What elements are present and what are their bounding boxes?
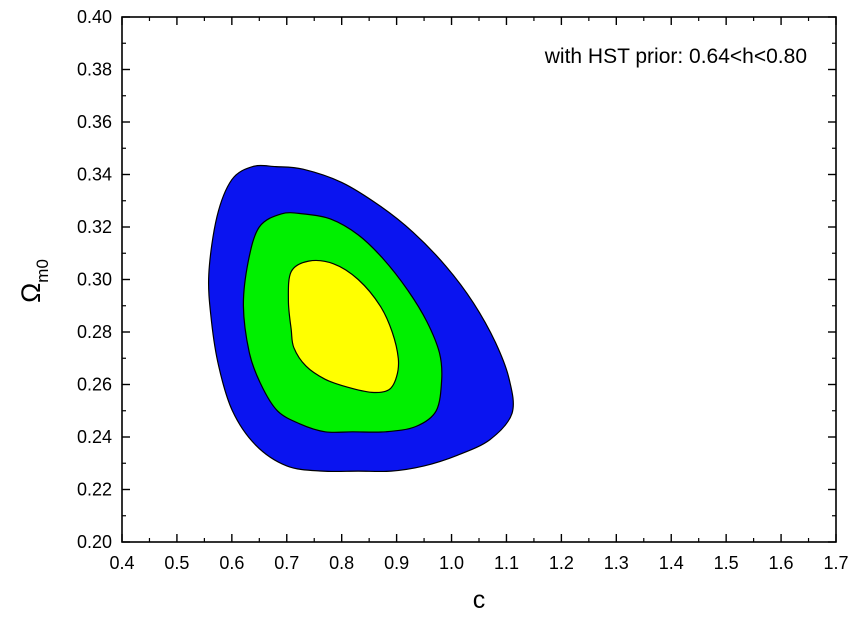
y-axis-label: Ωm0 xyxy=(16,259,52,303)
x-tick-label: 0.5 xyxy=(164,553,189,573)
y-tick-label: 0.32 xyxy=(77,217,112,237)
y-tick-label: 0.20 xyxy=(77,532,112,552)
x-tick-label: 1.4 xyxy=(659,553,684,573)
y-tick-label: 0.26 xyxy=(77,375,112,395)
x-tick-label: 0.9 xyxy=(384,553,409,573)
x-tick-label: 1.0 xyxy=(439,553,464,573)
x-tick-label: 0.7 xyxy=(274,553,299,573)
confidence-contours xyxy=(207,164,514,473)
axes: 0.4 0.5 0.6 0.7 0.8 0.9 1.0 1.1 1.2 1.3 1.4 1.5 1.6 1… xyxy=(77,7,849,573)
x-tick-label: 1.6 xyxy=(769,553,794,573)
x-axis-label: c xyxy=(473,586,486,614)
chart-annotation: with HST prior: 0.64<h<0.80 xyxy=(544,45,807,68)
y-tick-label: 0.24 xyxy=(77,427,112,447)
x-tick-label: 0.8 xyxy=(329,553,354,573)
contour-inner xyxy=(287,259,400,394)
x-tick-label: 1.3 xyxy=(604,553,629,573)
y-axis-label-subscript: m0 xyxy=(33,259,52,283)
y-tick-label: 0.40 xyxy=(77,7,112,27)
y-tick-label: 0.28 xyxy=(77,322,112,342)
x-tick-label: 0.4 xyxy=(109,553,134,573)
x-tick-label: 0.6 xyxy=(219,553,244,573)
y-tick-label: 0.34 xyxy=(77,165,112,185)
y-tick-label: 0.30 xyxy=(77,270,112,290)
x-tick-label: 1.7 xyxy=(823,553,848,573)
svg-text:Ωm0: Ωm0 xyxy=(16,259,52,303)
x-tick-label: 1.1 xyxy=(494,553,519,573)
y-tick-label: 0.36 xyxy=(77,112,112,132)
y-tick-label: 0.22 xyxy=(77,480,112,500)
y-tick-label: 0.38 xyxy=(77,60,112,80)
x-tick-label: 1.5 xyxy=(714,553,739,573)
y-axis-label-main: Ω xyxy=(16,283,46,303)
x-tick-label: 1.2 xyxy=(549,553,574,573)
